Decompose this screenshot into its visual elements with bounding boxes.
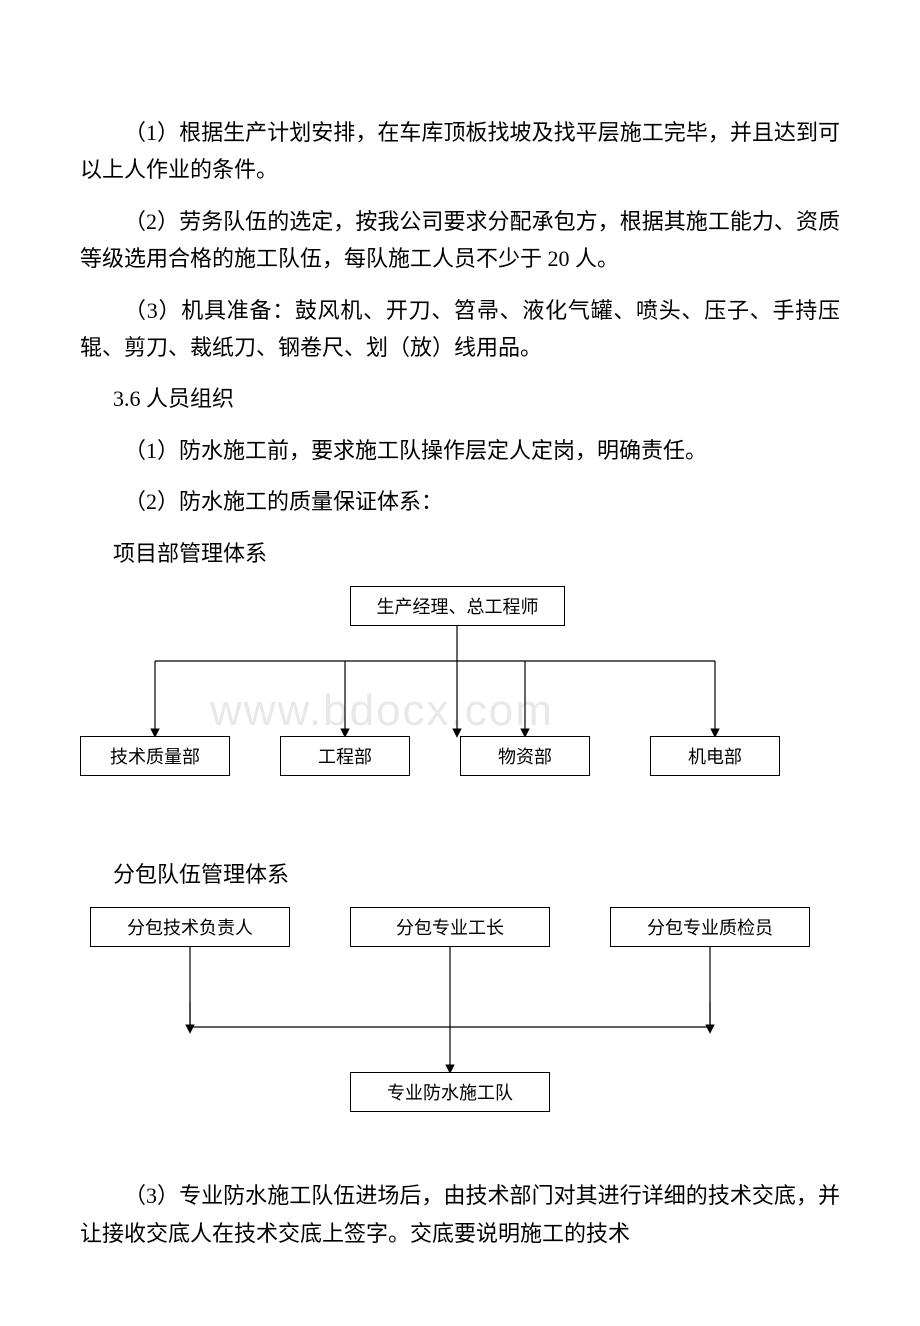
- diagram1-title: 项目部管理体系: [80, 535, 840, 572]
- diagram2-title: 分包队伍管理体系: [80, 856, 840, 893]
- paragraph-3: （3）机具准备：鼓风机、开刀、笤帚、液化气罐、喷头、压子、手持压辊、剪刀、裁纸刀…: [80, 292, 840, 367]
- paragraph-5: （2）防水施工的质量保证体系：: [80, 483, 840, 520]
- paragraph-1: （1）根据生产计划安排，在车库顶板找坡及找平层施工完毕，并且达到可以上人作业的条…: [80, 114, 840, 189]
- heading-3-6: 3.6 人员组织: [80, 380, 840, 417]
- paragraph-2: （2）劳务队伍的选定，按我公司要求分配承包方，根据其施工能力、资质等级选用合格的…: [80, 203, 840, 278]
- flowchart-node-bb: 专业防水施工队: [350, 1072, 550, 1112]
- flowchart-node-n4: 机电部: [650, 736, 780, 776]
- flowchart-node-n2: 工程部: [280, 736, 410, 776]
- paragraph-4: （1）防水施工前，要求施工队操作层定人定岗，明确责任。: [80, 432, 840, 469]
- org-chart-project-dept: www.bdocx.com 生产经理、总工程师技术质量部工程部物资部机电部: [80, 586, 840, 806]
- flowchart-node-b2: 分包专业工长: [350, 907, 550, 947]
- flowchart-node-b1: 分包技术负责人: [90, 907, 290, 947]
- flowchart-node-top: 生产经理、总工程师: [350, 586, 565, 626]
- paragraph-6: （3）专业防水施工队伍进场后，由技术部门对其进行详细的技术交底，并让接收交底人在…: [80, 1177, 840, 1252]
- org-chart-subcontractor: 分包技术负责人 分包专业工长 分包专业质检员专业防水施工队: [80, 907, 840, 1127]
- flowchart-node-n3: 物资部: [460, 736, 590, 776]
- flowchart-node-n1: 技术质量部: [80, 736, 230, 776]
- flowchart-node-b3: 分包专业质检员: [610, 907, 810, 947]
- document-page: （1）根据生产计划安排，在车库顶板找坡及找平层施工完毕，并且达到可以上人作业的条…: [0, 0, 920, 1326]
